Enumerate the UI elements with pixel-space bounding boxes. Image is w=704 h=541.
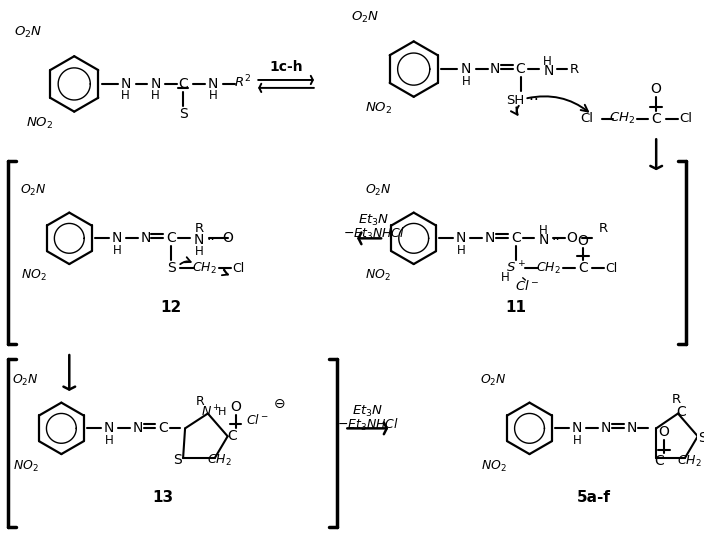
Text: C: C [516,62,525,76]
Text: C: C [654,454,664,468]
Text: 1c-h: 1c-h [269,60,303,74]
Text: $Cl^-$: $Cl^-$ [515,279,540,293]
Text: R: R [599,222,608,235]
Text: O: O [222,232,233,245]
Text: N: N [538,233,548,247]
Text: R: R [194,222,203,235]
Text: O: O [650,82,662,96]
Text: O: O [577,234,589,248]
Text: H: H [457,243,465,257]
Text: $O_2N$: $O_2N$ [481,373,508,388]
Text: ··: ·· [207,233,215,247]
Text: $NO_2$: $NO_2$ [365,101,393,116]
Text: O: O [567,232,577,245]
Text: C: C [676,405,686,419]
Text: $CH_2$: $CH_2$ [536,260,560,275]
Text: $CH_2$: $CH_2$ [610,111,636,126]
Text: $NO_2$: $NO_2$ [20,268,46,283]
Text: Cl: Cl [679,112,692,125]
Text: H: H [501,272,510,285]
Text: 13: 13 [153,490,174,505]
Text: N: N [456,232,466,245]
Text: R: R [672,393,681,406]
Text: N: N [112,232,122,245]
Text: N: N [627,421,636,436]
Text: O: O [659,425,670,439]
Text: N: N [150,77,161,91]
Text: $S^+$: $S^+$ [505,260,526,276]
Text: N: N [572,421,582,436]
Text: $NO_2$: $NO_2$ [13,458,39,473]
Text: Cl: Cl [580,112,593,125]
Text: $R^2$: $R^2$ [234,74,251,90]
Text: H: H [539,224,548,237]
Text: $CH_2$: $CH_2$ [191,260,216,275]
Text: C: C [578,261,588,275]
Text: $Et_3N$: $Et_3N$ [353,404,384,419]
Text: C: C [178,77,188,91]
Text: 11: 11 [505,300,526,315]
Text: $O_2N$: $O_2N$ [13,373,39,388]
Text: C: C [227,429,237,443]
Text: S: S [167,261,175,275]
Text: S: S [698,431,704,445]
Text: N: N [120,77,131,91]
Text: $- Et_3NHCl$: $- Et_3NHCl$ [343,226,406,242]
Text: N: N [544,64,555,78]
Text: O: O [230,400,241,413]
Text: $\ominus$: $\ominus$ [273,397,285,411]
Text: R: R [570,63,579,76]
Text: N: N [490,62,500,76]
Text: N: N [132,421,143,436]
Text: C: C [651,111,661,126]
Text: $O_2N$: $O_2N$ [20,183,47,199]
Text: SH: SH [506,94,524,107]
Text: N: N [485,232,495,245]
Text: $CH_2$: $CH_2$ [677,453,702,469]
Text: $N^+$: $N^+$ [201,404,221,419]
Text: C: C [511,232,520,245]
Text: $NO_2$: $NO_2$ [26,116,54,131]
Text: Cl: Cl [605,261,618,274]
Text: 5a-f: 5a-f [577,490,611,505]
Text: Cl: Cl [232,261,245,274]
Text: H: H [218,406,226,417]
Text: $Cl^-$: $Cl^-$ [246,413,269,427]
Text: H: H [194,245,203,258]
Text: $O_2N$: $O_2N$ [351,10,379,25]
Text: $O_2N$: $O_2N$ [14,25,42,40]
Text: N: N [601,421,611,436]
Text: $CH_2$: $CH_2$ [208,452,232,467]
Text: H: H [543,55,552,68]
Text: C: C [166,232,176,245]
Text: $- Et_3NHCl$: $- Et_3NHCl$ [337,417,399,433]
Text: N: N [194,233,204,247]
Text: N: N [461,62,472,76]
Text: ··: ·· [551,233,560,247]
Text: C: C [158,421,168,436]
Text: H: H [104,434,113,447]
Text: $Et_3N$: $Et_3N$ [358,213,390,228]
Text: N: N [103,421,114,436]
Text: ··: ·· [529,93,543,108]
Text: H: H [113,243,121,257]
Text: $NO_2$: $NO_2$ [365,268,391,283]
Text: N: N [140,232,151,245]
Text: 12: 12 [161,300,182,315]
Text: N: N [208,77,218,91]
Text: H: H [151,89,160,102]
Text: H: H [208,89,217,102]
Text: $O_2N$: $O_2N$ [365,183,391,199]
Text: R: R [196,395,204,408]
Text: H: H [572,434,582,447]
Text: S: S [172,453,182,467]
Text: H: H [462,75,470,89]
Text: $NO_2$: $NO_2$ [481,458,507,473]
Text: H: H [121,89,130,102]
Text: S: S [179,107,187,121]
